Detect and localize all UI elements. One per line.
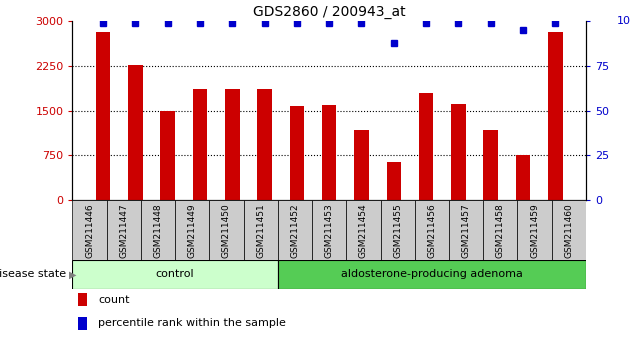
Bar [96, 32, 110, 200]
Text: GSM211456: GSM211456 [427, 203, 437, 258]
Bar [387, 162, 401, 200]
Bar [278, 200, 312, 260]
Text: GSM211455: GSM211455 [393, 203, 402, 258]
Text: GSM211452: GSM211452 [290, 203, 299, 258]
Bar [312, 200, 347, 260]
Bar [244, 200, 278, 260]
Bar [552, 200, 586, 260]
Text: GSM211446: GSM211446 [85, 203, 94, 258]
Text: GSM211448: GSM211448 [154, 203, 163, 258]
Text: GSM211459: GSM211459 [530, 203, 539, 258]
Title: GDS2860 / 200943_at: GDS2860 / 200943_at [253, 5, 406, 19]
Text: GSM211449: GSM211449 [188, 203, 197, 258]
Bar [77, 317, 88, 330]
Bar [322, 105, 336, 200]
Text: control: control [156, 269, 195, 279]
Bar [483, 200, 517, 260]
Bar [278, 260, 586, 289]
Text: GSM211460: GSM211460 [564, 203, 573, 258]
Bar [141, 200, 175, 260]
Bar [354, 130, 369, 200]
Bar [209, 200, 244, 260]
Bar [106, 200, 141, 260]
Bar [483, 130, 498, 200]
Bar [193, 88, 207, 200]
Bar [128, 65, 142, 200]
Bar [257, 88, 272, 200]
Bar [548, 32, 563, 200]
Text: aldosterone-producing adenoma: aldosterone-producing adenoma [341, 269, 523, 279]
Text: GSM211451: GSM211451 [256, 203, 265, 258]
Text: ▶: ▶ [69, 269, 77, 279]
Text: GSM211454: GSM211454 [359, 203, 368, 258]
Bar [517, 200, 552, 260]
Bar [161, 111, 175, 200]
Bar [290, 106, 304, 200]
Bar [381, 200, 415, 260]
Bar [415, 200, 449, 260]
Bar [449, 200, 483, 260]
Bar [72, 260, 278, 289]
Bar [175, 200, 209, 260]
Bar [72, 200, 106, 260]
Text: GSM211457: GSM211457 [462, 203, 471, 258]
Text: GSM211447: GSM211447 [119, 203, 129, 258]
Text: GSM211450: GSM211450 [222, 203, 231, 258]
Text: percentile rank within the sample: percentile rank within the sample [98, 319, 286, 329]
Text: count: count [98, 295, 130, 304]
Bar [346, 200, 381, 260]
Bar [419, 93, 433, 200]
Bar [516, 155, 530, 200]
Bar [77, 293, 88, 306]
Text: disease state: disease state [0, 269, 66, 279]
Text: GSM211453: GSM211453 [324, 203, 334, 258]
Text: GSM211458: GSM211458 [496, 203, 505, 258]
Bar [225, 88, 239, 200]
Text: 100%: 100% [616, 16, 630, 26]
Bar [451, 104, 466, 200]
